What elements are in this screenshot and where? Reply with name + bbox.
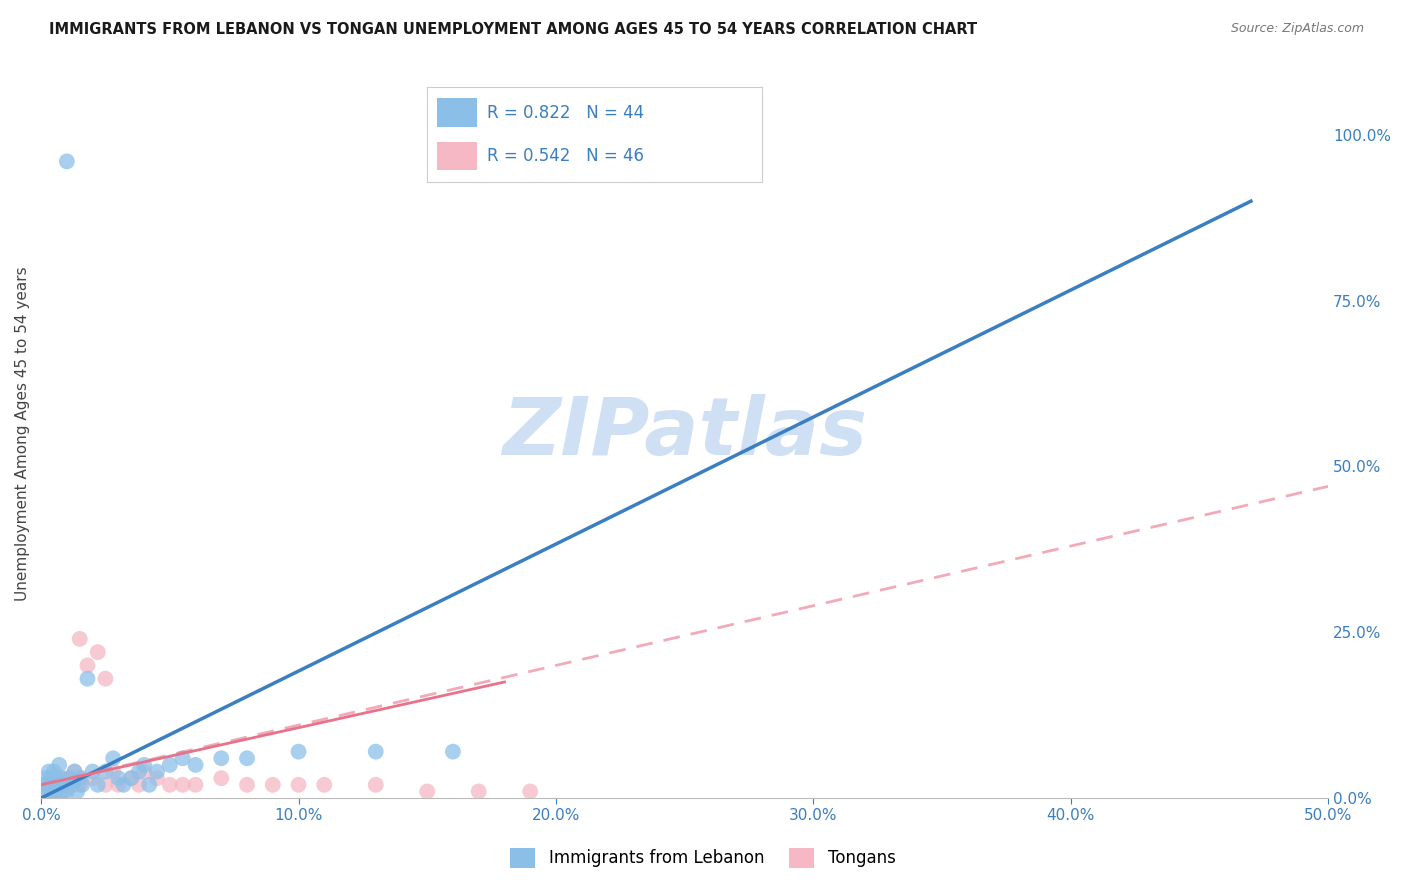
Point <box>107 771 129 785</box>
Point <box>236 778 259 792</box>
Point <box>146 771 169 785</box>
Point <box>58 771 80 785</box>
Point <box>35 771 58 785</box>
Point <box>76 672 98 686</box>
Point <box>41 784 63 798</box>
Point <box>69 778 91 792</box>
Point <box>48 784 70 798</box>
Text: Source: ZipAtlas.com: Source: ZipAtlas.com <box>1230 22 1364 36</box>
Point <box>416 784 439 798</box>
Point <box>42 764 65 779</box>
Point <box>209 751 232 765</box>
Point <box>63 764 86 779</box>
Point <box>60 778 83 792</box>
Point <box>35 778 58 792</box>
Point <box>94 778 117 792</box>
Point <box>128 764 150 779</box>
Point <box>45 778 67 792</box>
Point <box>53 778 76 792</box>
Point <box>467 784 489 798</box>
Point <box>48 771 70 785</box>
Point <box>53 784 76 798</box>
Point <box>287 745 309 759</box>
Point <box>35 784 58 798</box>
Point <box>60 778 83 792</box>
Point <box>184 758 207 772</box>
Point <box>128 778 150 792</box>
Point <box>51 771 73 785</box>
Point <box>82 771 104 785</box>
Point <box>94 764 117 779</box>
Point <box>146 764 169 779</box>
Point <box>32 784 55 798</box>
Point <box>76 658 98 673</box>
Point <box>72 771 94 785</box>
Point <box>87 778 110 792</box>
Point <box>159 758 181 772</box>
Point <box>38 784 60 798</box>
Point <box>87 645 110 659</box>
Point <box>56 154 79 169</box>
Point <box>120 771 142 785</box>
Point <box>42 778 65 792</box>
Point <box>72 778 94 792</box>
Point <box>51 784 73 798</box>
Point <box>38 764 60 779</box>
Text: ZIPatlas: ZIPatlas <box>502 394 868 472</box>
Point <box>519 784 541 798</box>
Point <box>51 784 73 798</box>
Point <box>364 745 387 759</box>
Point <box>120 771 142 785</box>
Point <box>103 751 125 765</box>
Y-axis label: Unemployment Among Ages 45 to 54 years: Unemployment Among Ages 45 to 54 years <box>15 266 30 600</box>
Legend: Immigrants from Lebanon, Tongans: Immigrants from Lebanon, Tongans <box>503 841 903 875</box>
Point <box>314 778 336 792</box>
Point <box>48 758 70 772</box>
Point <box>94 672 117 686</box>
Point <box>45 784 67 798</box>
Point <box>56 784 79 798</box>
Point <box>159 778 181 792</box>
Point <box>66 784 89 798</box>
Point <box>41 771 63 785</box>
Point <box>132 758 155 772</box>
Point <box>69 771 91 785</box>
Point <box>132 764 155 779</box>
Point <box>287 778 309 792</box>
Point <box>56 778 79 792</box>
Point <box>48 778 70 792</box>
Point <box>42 784 65 798</box>
Point <box>107 778 129 792</box>
Point <box>45 784 67 798</box>
Point <box>172 751 194 765</box>
Text: IMMIGRANTS FROM LEBANON VS TONGAN UNEMPLOYMENT AMONG AGES 45 TO 54 YEARS CORRELA: IMMIGRANTS FROM LEBANON VS TONGAN UNEMPL… <box>49 22 977 37</box>
Point <box>82 764 104 779</box>
Point <box>32 778 55 792</box>
Point <box>364 778 387 792</box>
Point <box>262 778 284 792</box>
Point <box>172 778 194 792</box>
Point <box>51 778 73 792</box>
Point <box>103 764 125 779</box>
Point <box>58 771 80 785</box>
Point <box>63 764 86 779</box>
Point <box>69 632 91 646</box>
Point <box>138 778 160 792</box>
Point <box>184 778 207 792</box>
Point <box>441 745 464 759</box>
Point <box>38 778 60 792</box>
Point <box>236 751 259 765</box>
Point <box>45 771 67 785</box>
Point <box>209 771 232 785</box>
Point <box>41 784 63 798</box>
Point <box>41 778 63 792</box>
Point <box>35 784 58 798</box>
Point <box>112 778 135 792</box>
Point <box>38 778 60 792</box>
Point <box>42 778 65 792</box>
